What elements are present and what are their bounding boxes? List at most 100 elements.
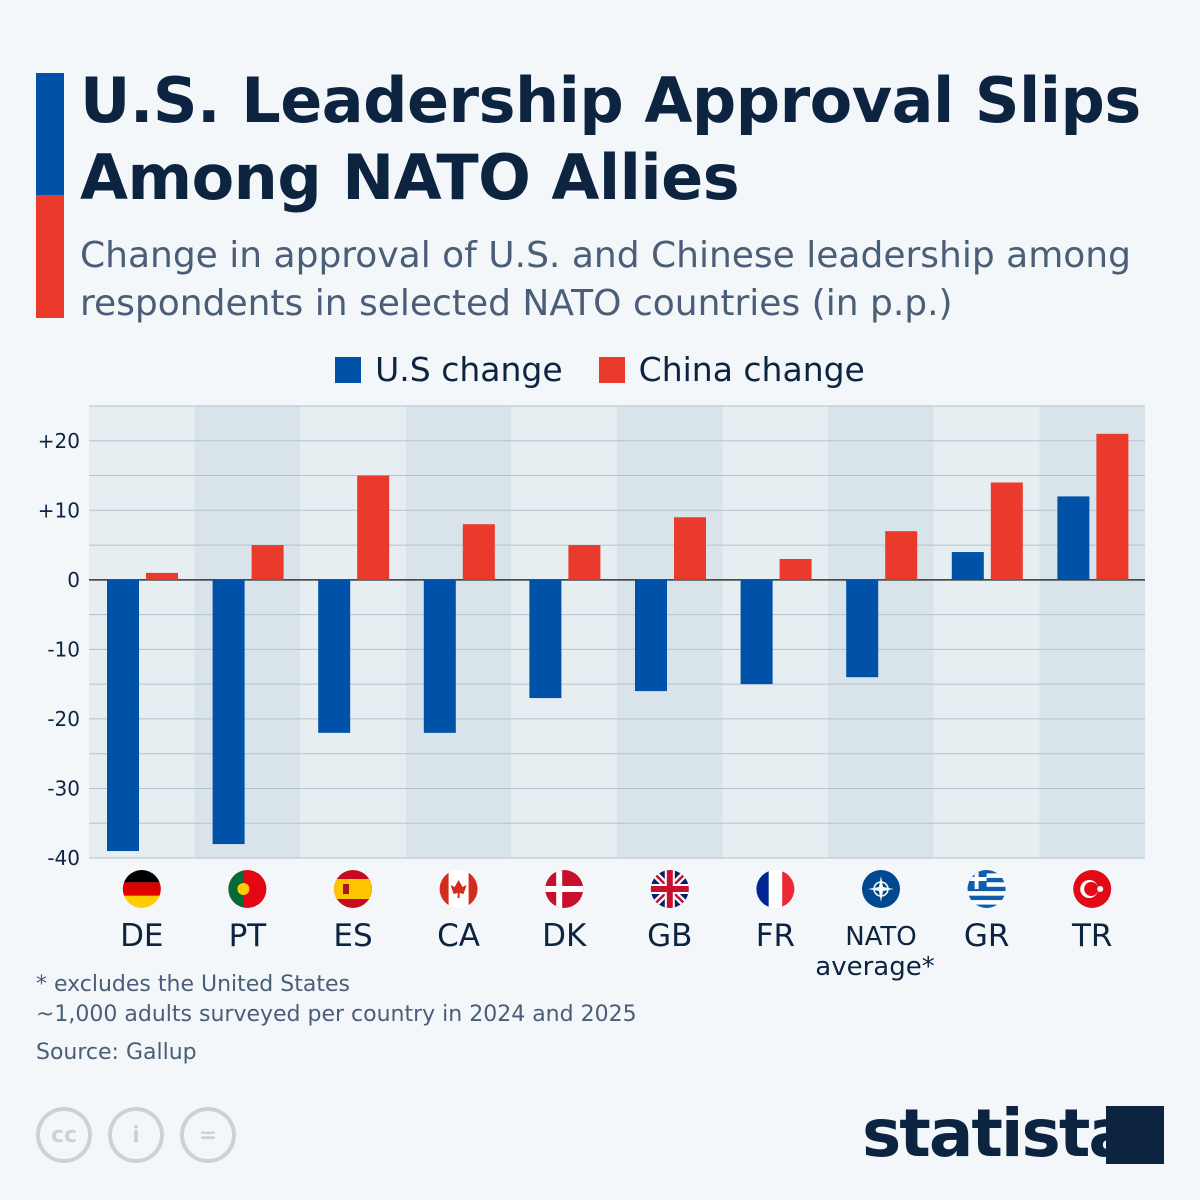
- source-text: Source: Gallup: [36, 1040, 197, 1065]
- legend-item-china: China change: [598, 350, 865, 389]
- column-band: [722, 406, 829, 858]
- x-tick-label: DK: [542, 918, 587, 954]
- flag-emblem: [237, 883, 250, 895]
- legend-item-us: U.S change: [335, 350, 563, 389]
- statista-logo-mark: [1106, 1106, 1164, 1164]
- flag-cross: [650, 870, 689, 908]
- bar-us: [529, 579, 562, 699]
- no-derivatives-icon[interactable]: =: [180, 1107, 236, 1163]
- chart-title: U.S. Leadership Approval Slips Among NAT…: [80, 64, 1141, 214]
- attribution-icon[interactable]: i: [108, 1107, 164, 1163]
- bar-china: [146, 572, 178, 580]
- column-band: [405, 406, 512, 858]
- nato-emblem: [862, 870, 900, 908]
- x-tick-label: average*: [815, 952, 934, 982]
- bar-us: [1057, 496, 1090, 580]
- x-tick-label: NATO: [845, 922, 917, 952]
- bar-china: [674, 517, 706, 580]
- y-tick-label: -10: [47, 637, 80, 661]
- y-tick-label: +10: [38, 498, 80, 522]
- denmark-flag: [545, 870, 584, 908]
- bar-china: [568, 545, 601, 580]
- cc-icon[interactable]: cc: [36, 1107, 92, 1163]
- bar-china: [357, 475, 390, 580]
- france-flag: [756, 870, 795, 908]
- spain-flag: [334, 870, 372, 908]
- x-tick-label: FR: [756, 918, 795, 954]
- x-tick-label: TR: [1071, 918, 1112, 954]
- footnote-exclusion: * excludes the United States: [36, 972, 350, 997]
- bar-us: [740, 579, 773, 685]
- bar-us: [846, 579, 879, 678]
- footnotes: * excludes the United States ~1,000 adul…: [36, 970, 637, 1030]
- flag-cross: [545, 886, 584, 892]
- bar-china: [1096, 433, 1129, 580]
- legend-label-china: China change: [638, 350, 865, 389]
- legend-swatch-china: [598, 356, 625, 383]
- y-tick-label: -40: [47, 846, 80, 870]
- flag-stripe: [122, 870, 161, 883]
- flag-stripe: [967, 895, 1006, 901]
- bar-us: [635, 579, 667, 692]
- uk-flag: [650, 870, 689, 908]
- bar-china: [462, 524, 495, 580]
- flag-stripe: [768, 870, 783, 908]
- column-band: [511, 406, 617, 858]
- bar-us: [951, 552, 984, 580]
- column-band: [300, 406, 406, 858]
- column-band: [617, 406, 723, 858]
- x-tick-label: GR: [964, 918, 1010, 954]
- flag-stripe: [967, 900, 1006, 905]
- star: [1097, 886, 1104, 892]
- bar-china: [990, 482, 1023, 580]
- y-tick-label: -30: [47, 776, 80, 800]
- flag-field: [468, 870, 478, 908]
- accent-bar-red: [36, 195, 64, 318]
- flag-cross: [556, 870, 563, 908]
- flag-stripe: [782, 870, 795, 908]
- column-band: [1039, 406, 1145, 858]
- bar-china: [885, 531, 918, 580]
- statista-logo[interactable]: statista: [862, 1095, 1133, 1172]
- flag-stripe: [967, 904, 1006, 908]
- bar-us: [212, 579, 245, 845]
- column-band: [194, 406, 301, 858]
- x-tick-label: CA: [437, 918, 480, 954]
- column-band: [89, 406, 195, 858]
- y-tick-label: 0: [67, 568, 80, 592]
- bar-us: [423, 579, 456, 733]
- germany-flag: [122, 870, 161, 908]
- legend: U.S change China change: [0, 350, 1200, 389]
- portugal-flag: [228, 870, 267, 908]
- flag-emblem: [343, 884, 349, 894]
- flag-stripe: [967, 886, 1006, 892]
- greece-flag: [967, 870, 1006, 908]
- x-tick-label: PT: [229, 918, 268, 954]
- flag-field: [334, 879, 372, 899]
- flag-stripe: [122, 882, 161, 896]
- bar-chart: +20 +10 0 -10 -20 -30 -40 DE PT ES CA DK GB FR NATOave…: [38, 405, 1145, 982]
- flag-stripe: [122, 895, 161, 908]
- flag-field: [439, 870, 449, 908]
- compass-star: [868, 876, 894, 902]
- accent-bar-blue: [36, 73, 64, 195]
- flag-stripe: [756, 870, 769, 908]
- footnote-sample: ~1,000 adults surveyed per country in 20…: [36, 1002, 637, 1027]
- bar-us: [318, 579, 351, 733]
- bar-china: [251, 545, 284, 580]
- crescent-cut: [1084, 882, 1099, 896]
- column-band: [828, 406, 934, 858]
- y-tick-label: +20: [38, 429, 80, 453]
- legend-swatch-us: [335, 356, 362, 383]
- y-tick-label: -20: [47, 707, 80, 731]
- x-tick-label: DE: [120, 918, 163, 954]
- turkey-flag: [1073, 870, 1112, 908]
- column-band: [933, 406, 1040, 858]
- legend-label-us: U.S change: [375, 350, 563, 389]
- x-tick-label: GB: [647, 918, 692, 954]
- chart-subtitle: Change in approval of U.S. and Chinese l…: [80, 235, 1131, 324]
- flag-field: [228, 870, 244, 908]
- bar-us: [107, 579, 139, 852]
- flag-stripe: [967, 891, 1006, 896]
